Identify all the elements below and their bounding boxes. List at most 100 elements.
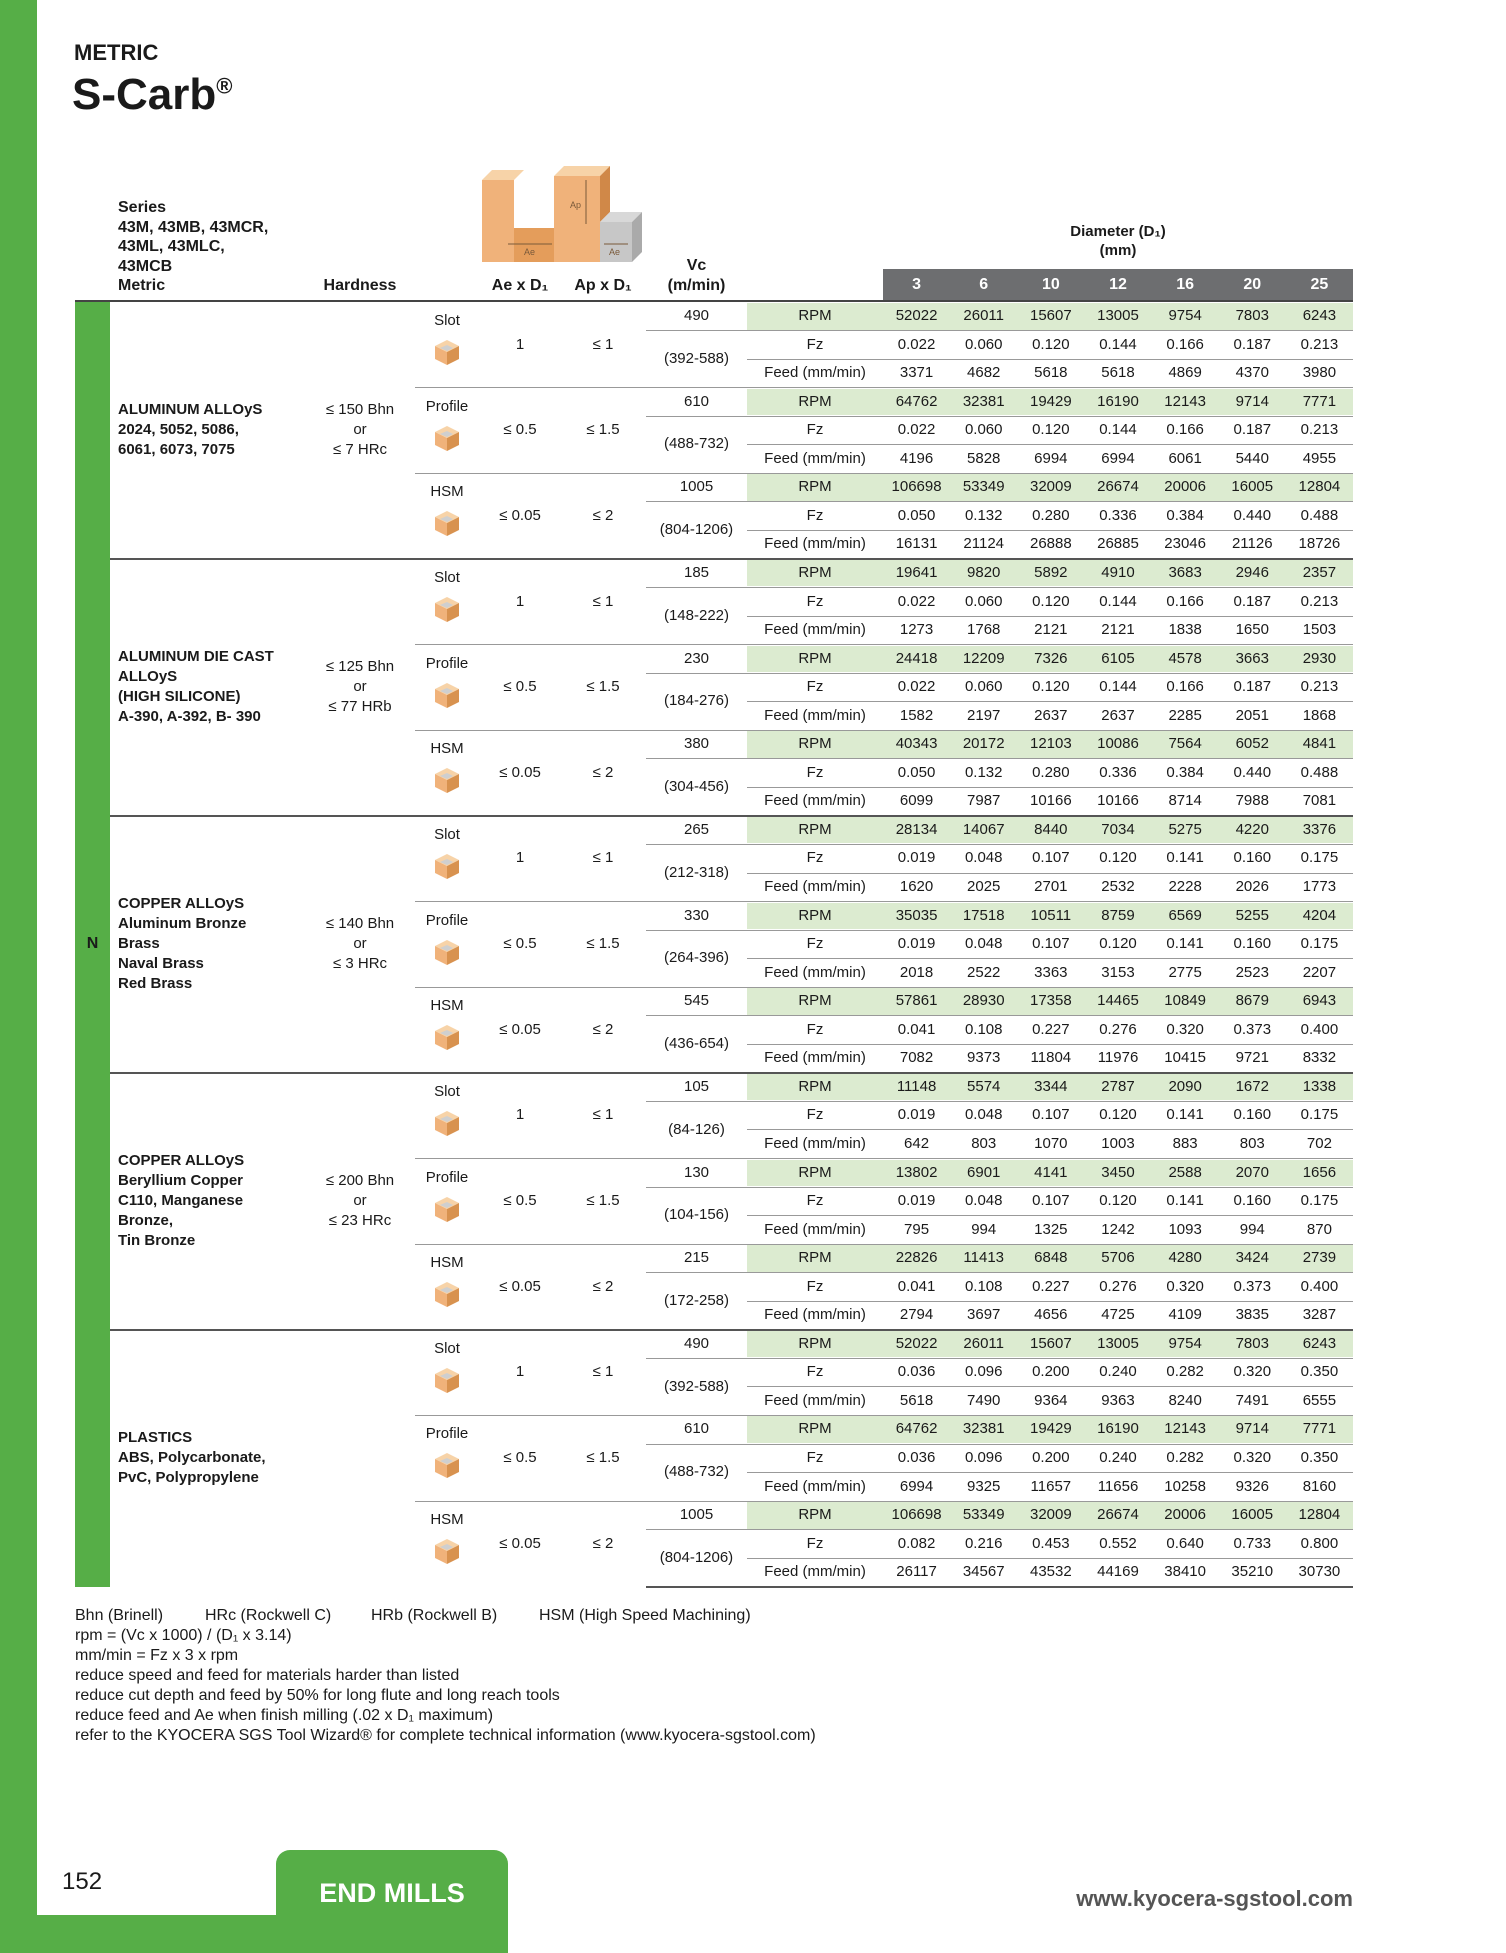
vc-value: 230 [683,649,710,667]
cell-value: 7987 [967,792,1001,810]
cell-value: 0.200 [1032,1449,1070,1466]
rule [646,1100,1353,1102]
row-label: RPM [798,1077,832,1095]
rule [747,701,1353,703]
cell-value: 15607 [1029,1334,1072,1352]
row-label: Fz [806,1106,824,1124]
cell-value: 4656 [1034,1306,1068,1324]
rule [747,786,1353,788]
cell-value: 40343 [895,735,938,753]
cell-value: 12143 [1164,392,1206,410]
cell-value: 0.733 [1233,1534,1272,1552]
cell-value: 0.120 [1099,935,1137,953]
cell-value: 7988 [1235,792,1269,810]
cell-value: 0.280 [1032,506,1070,524]
ap-value: ≤ 1 [592,1106,614,1124]
cell-value: 0.166 [1166,421,1204,439]
rule [415,729,1353,731]
diameter-value: 20 [1243,276,1262,293]
cell-value: 0.320 [1166,1020,1204,1038]
cell-value: 10258 [1164,1477,1206,1495]
cell-value: 4141 [1034,1163,1068,1181]
rule [75,300,1353,302]
cell-value: 2207 [1302,963,1337,981]
hardness: or [353,935,367,953]
cell-value: 20006 [1164,1506,1206,1524]
cell-value: 0.048 [964,1106,1003,1124]
cell-value: 2522 [967,963,1001,981]
series-header: Metric [118,277,166,294]
row-label: Fz [806,849,824,867]
hardness: or [353,1192,367,1210]
rule [646,929,1353,931]
cell-value: 14465 [1097,992,1139,1010]
cell-value: 0.213 [1300,421,1339,439]
cell-value: 64762 [895,392,938,410]
hardness: ≤ 77 HRb [328,698,392,716]
cell-value: 7803 [1235,307,1269,324]
title-mark: ® [216,73,233,99]
cell-value: 0.096 [964,1363,1003,1381]
row-label: Fz [806,592,824,610]
series-header: 43M, 43MB, 43MCR, [118,218,269,236]
cell-value: 0.175 [1300,849,1339,867]
cell-value: 32381 [962,1420,1005,1438]
rule [747,1245,1353,1272]
cell-value: 5828 [967,449,1001,467]
cell-value: 994 [1239,1220,1265,1238]
cell-value: 0.320 [1233,1363,1272,1381]
ae-value: ≤ 0.5 [503,1449,537,1466]
cell-value: 3424 [1235,1249,1269,1267]
cell-value: 19429 [1029,1420,1072,1438]
cell-value: 7491 [1235,1391,1269,1409]
cell-value: 0.488 [1300,763,1339,781]
material-name: COPPER ALLOyS [118,1152,245,1170]
cell-value: 0.132 [964,763,1003,781]
cell-value: 0.453 [1032,1534,1070,1552]
cell-value: 9373 [967,1049,1001,1067]
cell-value: 32009 [1029,1506,1072,1524]
material-name: ALLOyS [118,668,178,686]
cell-value: 1503 [1302,621,1337,639]
cell-value: 4196 [899,449,934,467]
cell-value: 2787 [1101,1077,1135,1095]
diagram-label: Ap [570,200,581,210]
cell-value: 0.120 [1032,335,1070,353]
hardness: or [353,421,367,439]
cell-value: 702 [1306,1134,1332,1152]
rule [646,1186,1353,1188]
hardness: ≤ 7 HRc [332,441,388,459]
diagram-label: Ae [524,247,535,257]
cell-value: 0.440 [1233,506,1272,524]
cell-value: 6243 [1302,307,1337,324]
cell-value: 35035 [895,906,938,924]
ap-value: ≤ 2 [592,763,614,781]
op-icon [435,1025,459,1051]
cell-value: 0.060 [964,421,1003,439]
cell-value: 6848 [1034,1249,1068,1267]
cell-value: 0.048 [964,1192,1003,1210]
cell-value: 0.336 [1099,506,1137,524]
cell-value: 32381 [962,392,1005,410]
diameter-value: 3 [912,276,922,293]
material-name: 6061, 6073, 7075 [118,441,235,459]
cell-value: 12143 [1164,1420,1206,1438]
vc-value: 1005 [679,1506,714,1524]
cell-value: 12209 [962,649,1005,667]
cell-value: 10849 [1164,992,1206,1010]
diameter-value: 10 [1041,276,1060,293]
cell-value: 6052 [1235,735,1269,753]
diameter-value: 6 [979,276,989,293]
cell-value: 8240 [1168,1391,1202,1409]
cell-value: 11656 [1097,1477,1139,1495]
rule [75,302,110,1587]
row-label: RPM [798,735,832,753]
cell-value: 2739 [1302,1249,1337,1267]
vc-value: 380 [683,735,710,753]
cell-value: 1620 [899,878,934,895]
cell-value: 0.060 [964,335,1003,353]
ap-value: ≤ 2 [592,1020,614,1038]
cell-value: 17518 [962,906,1005,924]
diameter-value: 25 [1310,276,1329,293]
cell-value: 16005 [1231,478,1274,496]
